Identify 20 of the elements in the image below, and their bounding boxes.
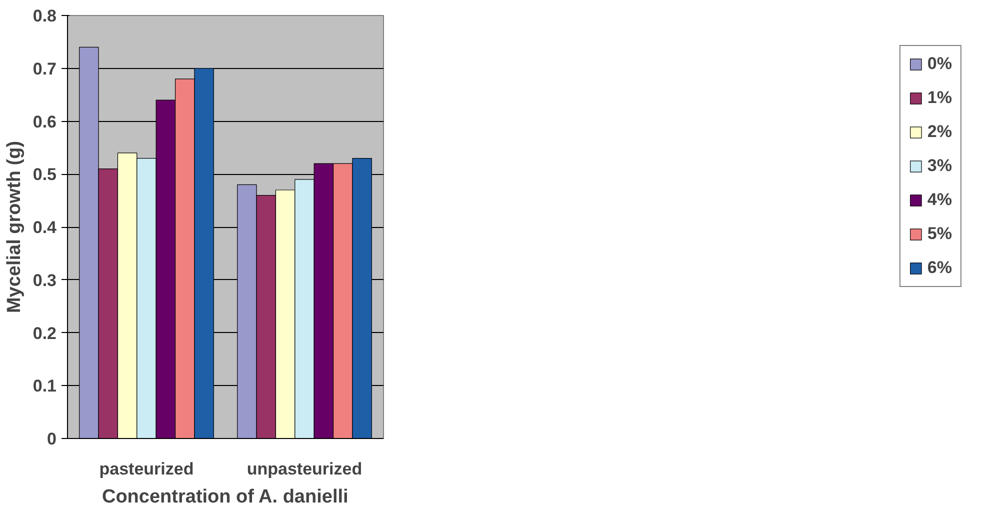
y-tick-label: 0.2 xyxy=(32,324,57,343)
y-tick-label: 0.4 xyxy=(32,218,58,237)
y-tick-label: 0 xyxy=(47,430,57,448)
legend-label: 6% xyxy=(927,258,952,278)
y-tick-label: 0.1 xyxy=(32,376,57,396)
y-tick-label: 0.8 xyxy=(32,6,57,26)
y-tick-label: 0.6 xyxy=(32,112,57,132)
legend-label: 3% xyxy=(927,156,952,176)
y-axis-title: Mycelial growth (g) xyxy=(4,140,25,314)
x-tick-label: pasteurized xyxy=(99,460,194,478)
legend-label: 0% xyxy=(927,54,952,74)
x-tick-label: unpasteurized xyxy=(246,460,362,478)
y-tick-label: 0.5 xyxy=(32,165,57,184)
legend-label: 2% xyxy=(927,122,952,142)
y-tick-label: 0.7 xyxy=(32,59,57,78)
legend-label: 5% xyxy=(927,224,952,244)
legend-label: 1% xyxy=(927,88,952,108)
x-axis-title: Concentration of A. danielli xyxy=(102,486,348,508)
legend-label: 4% xyxy=(927,190,952,210)
y-tick-label: 0.3 xyxy=(32,270,57,290)
